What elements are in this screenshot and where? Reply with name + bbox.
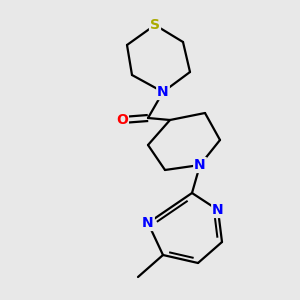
Text: N: N [194,158,206,172]
Text: N: N [157,85,169,99]
Text: O: O [116,113,128,127]
Text: N: N [142,216,154,230]
Text: S: S [150,18,160,32]
Text: N: N [212,203,224,217]
